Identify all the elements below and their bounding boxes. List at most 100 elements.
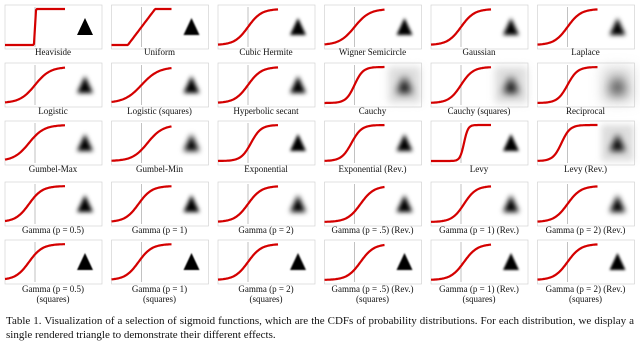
sigmoid-curve xyxy=(324,243,385,281)
sigmoid-curve xyxy=(430,185,492,223)
cell: Cauchy xyxy=(324,62,422,116)
cell-label: Exponential xyxy=(244,164,288,174)
cell: Gumbel-Min xyxy=(111,120,209,174)
sigmoid-curve xyxy=(111,185,172,223)
cell-label: Gumbel-Min xyxy=(136,164,183,174)
sigmoid-curve xyxy=(4,124,65,161)
sigmoid-curve xyxy=(431,243,492,281)
cell-label: Gamma (p = 0.5) xyxy=(22,225,84,235)
cell: Logistic xyxy=(4,62,103,116)
cell: Hyperbolic secant xyxy=(217,62,316,116)
sigmoid-curve xyxy=(111,243,172,281)
triangle xyxy=(503,76,519,93)
sigmoid-curve xyxy=(4,185,65,223)
cell-label: Cubic Hermite xyxy=(239,47,292,57)
cell-label: Gaussian xyxy=(463,47,496,57)
sigmoid-curve xyxy=(537,123,598,162)
sigmoid-curve xyxy=(324,8,385,46)
triangle xyxy=(77,134,93,151)
cell-label: Gamma (p = 1) xyxy=(132,225,187,235)
cell-label: Laplace xyxy=(571,47,599,57)
sigmoid-curve xyxy=(324,123,385,162)
cell-label: Reciprocal xyxy=(566,106,605,116)
sigmoid-curve xyxy=(217,185,279,223)
sigmoid-curve xyxy=(111,67,172,103)
sigmoid-curve xyxy=(111,7,172,47)
sigmoid-curve xyxy=(324,65,385,105)
sigmoid-curve xyxy=(217,8,279,46)
cell-label: Gamma (p = 0.5) xyxy=(22,284,84,294)
triangle xyxy=(396,195,413,212)
triangle xyxy=(183,253,200,270)
sigmoid-curve xyxy=(430,66,492,104)
cell-label: Gamma (p = 1) xyxy=(132,284,187,294)
triangle xyxy=(290,18,306,35)
triangle xyxy=(609,195,626,212)
triangle xyxy=(77,195,93,212)
triangle xyxy=(503,253,519,270)
cell: Gamma (p = 2)(squares) xyxy=(217,239,316,304)
triangle xyxy=(183,134,200,151)
cell-label: Wigner Semicircle xyxy=(339,47,406,57)
cell: Gamma (p = 0.5) xyxy=(4,181,103,235)
triangle xyxy=(290,134,306,151)
sigmoid-curve xyxy=(537,66,598,104)
cell: Cauchy (squares) xyxy=(430,62,529,116)
cell: Gamma (p = 1)(squares) xyxy=(111,239,209,304)
cell: Gamma (p = 1) (Rev.)(squares) xyxy=(430,239,529,304)
cell-label: Cauchy (squares) xyxy=(448,106,511,116)
cell-label: (squares) xyxy=(37,294,70,304)
cell-label: (squares) xyxy=(463,294,496,304)
triangle xyxy=(290,195,306,212)
caption: Table 1. Visualization of a selection of… xyxy=(6,315,634,341)
triangle xyxy=(396,134,413,151)
triangle xyxy=(396,18,413,35)
cell-label: Gamma (p = .5) (Rev.) xyxy=(332,284,414,294)
cell-label: Hyperbolic secant xyxy=(233,106,299,116)
figure: Heaviside Uniform Cubic Hermite Wigner Semi… xyxy=(4,4,635,304)
triangle xyxy=(183,18,200,35)
cell-label: Levy xyxy=(470,164,489,174)
sigmoid-curve xyxy=(537,243,598,281)
cell: Gamma (p = .5) (Rev.) xyxy=(324,181,422,235)
triangle xyxy=(77,253,93,270)
cell: Gamma (p = 1) (Rev.) xyxy=(430,181,529,235)
cell-frame xyxy=(4,181,103,227)
cell-label: (squares) xyxy=(250,294,283,304)
sigmoid-curve xyxy=(537,8,598,46)
cell: Cubic Hermite xyxy=(217,4,316,57)
sigmoid-curve xyxy=(5,7,65,47)
cell: Gumbel-Max xyxy=(4,120,103,174)
sigmoid-curve xyxy=(217,243,279,281)
cell: Gaussian xyxy=(430,4,529,57)
cell-label: (squares) xyxy=(569,294,602,304)
cell: Levy (Rev.) xyxy=(537,120,635,174)
sigmoid-curve xyxy=(111,125,172,162)
cell-label: Levy (Rev.) xyxy=(564,164,607,174)
cell: Uniform xyxy=(111,4,209,57)
triangle xyxy=(77,18,93,35)
triangle xyxy=(183,195,200,212)
cell-label: Logistic (squares) xyxy=(127,106,192,116)
cell-label: (squares) xyxy=(143,294,176,304)
triangle xyxy=(503,18,519,35)
cell: Reciprocal xyxy=(537,62,635,116)
cell-label: Gamma (p = 2) (Rev.) xyxy=(546,284,626,294)
cell: Gamma (p = 2) (Rev.) xyxy=(537,181,635,235)
cell-label: Gamma (p = 2) xyxy=(238,225,293,235)
triangle xyxy=(503,134,519,151)
triangle xyxy=(396,253,413,270)
triangle xyxy=(503,195,519,212)
cell: Gamma (p = .5) (Rev.)(squares) xyxy=(324,239,422,304)
sigmoid-curve xyxy=(217,66,279,104)
triangle xyxy=(609,18,626,35)
triangle xyxy=(609,134,626,151)
sigmoid-curve xyxy=(4,66,66,104)
cell-label: Gamma (p = 1) (Rev.) xyxy=(439,225,519,235)
cell-label: (squares) xyxy=(356,294,389,304)
cell-label: Heaviside xyxy=(35,47,71,57)
cell: Logistic (squares) xyxy=(111,62,209,116)
sigmoid-curve xyxy=(537,185,598,223)
cell: Laplace xyxy=(537,4,635,57)
